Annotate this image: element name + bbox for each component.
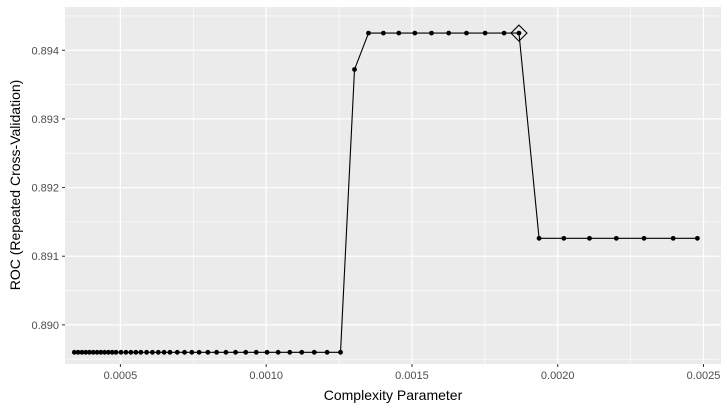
data-point bbox=[205, 349, 211, 355]
data-point bbox=[133, 349, 139, 355]
data-point bbox=[214, 349, 220, 355]
data-point bbox=[324, 349, 330, 355]
data-point bbox=[352, 67, 357, 72]
data-point bbox=[501, 30, 507, 36]
data-point bbox=[516, 30, 522, 36]
data-point bbox=[106, 349, 111, 355]
x-axis-title: Complexity Parameter bbox=[324, 387, 463, 403]
data-point bbox=[83, 349, 89, 355]
data-point bbox=[311, 349, 317, 355]
data-point bbox=[587, 235, 592, 241]
data-point bbox=[174, 349, 180, 355]
data-point bbox=[446, 30, 452, 36]
y-axis-ticks: 0.890 0.891 0.892 0.893 0.894 bbox=[31, 45, 65, 332]
data-point bbox=[670, 235, 676, 241]
data-point bbox=[182, 349, 187, 355]
data-point bbox=[223, 349, 229, 355]
data-point bbox=[144, 349, 150, 355]
data-point bbox=[123, 349, 129, 355]
y-tick-label: 0.893 bbox=[31, 114, 59, 126]
x-tick-label: 0.0010 bbox=[249, 370, 283, 382]
y-tick-label: 0.890 bbox=[31, 320, 59, 332]
data-point bbox=[94, 349, 100, 355]
y-axis-title: ROC (Repeated Cross-Validation) bbox=[7, 80, 23, 291]
data-point bbox=[396, 30, 402, 36]
best-point-diamond-marker bbox=[510, 24, 528, 42]
data-point bbox=[264, 349, 270, 355]
data-point bbox=[138, 349, 144, 355]
series-points bbox=[71, 30, 700, 355]
data-point bbox=[79, 349, 85, 355]
x-tick-label: 0.0005 bbox=[104, 370, 138, 382]
plot-panel bbox=[65, 7, 721, 364]
x-tick-label: 0.0020 bbox=[541, 370, 575, 382]
data-point bbox=[233, 349, 238, 355]
data-point bbox=[536, 235, 542, 241]
data-point bbox=[275, 349, 281, 355]
data-point bbox=[299, 349, 305, 355]
data-point bbox=[482, 30, 488, 36]
data-point bbox=[128, 349, 134, 355]
data-point bbox=[196, 349, 202, 355]
data-point bbox=[429, 30, 434, 36]
x-tick-label: 0.0015 bbox=[395, 370, 429, 382]
data-point bbox=[102, 349, 108, 355]
data-point bbox=[380, 30, 386, 36]
data-point bbox=[167, 349, 173, 355]
data-point bbox=[113, 349, 119, 355]
data-point bbox=[561, 235, 567, 241]
data-point bbox=[287, 349, 293, 355]
data-point bbox=[150, 349, 155, 355]
data-point bbox=[243, 349, 249, 355]
data-point bbox=[613, 235, 619, 241]
data-point bbox=[464, 30, 469, 36]
grid-major bbox=[65, 7, 721, 364]
x-axis-ticks: 0.0005 0.0010 0.0015 0.0020 0.0025 bbox=[104, 364, 721, 382]
data-point bbox=[161, 349, 167, 355]
grid-minor bbox=[65, 7, 721, 364]
data-point bbox=[189, 349, 195, 355]
data-point bbox=[694, 235, 700, 241]
y-tick-label: 0.894 bbox=[31, 45, 59, 57]
data-point bbox=[338, 349, 343, 355]
data-point bbox=[109, 349, 115, 355]
data-point bbox=[90, 349, 96, 355]
data-point bbox=[253, 349, 259, 355]
data-point bbox=[118, 349, 124, 355]
x-tick-label: 0.0025 bbox=[687, 370, 721, 382]
data-point bbox=[412, 30, 418, 36]
data-point bbox=[87, 349, 92, 355]
data-point bbox=[155, 349, 161, 355]
data-point bbox=[641, 235, 647, 241]
data-point bbox=[71, 349, 77, 355]
data-point bbox=[366, 30, 371, 36]
data-point bbox=[98, 349, 104, 355]
y-tick-label: 0.892 bbox=[31, 183, 59, 195]
y-tick-label: 0.891 bbox=[31, 251, 59, 263]
data-point bbox=[75, 349, 81, 355]
